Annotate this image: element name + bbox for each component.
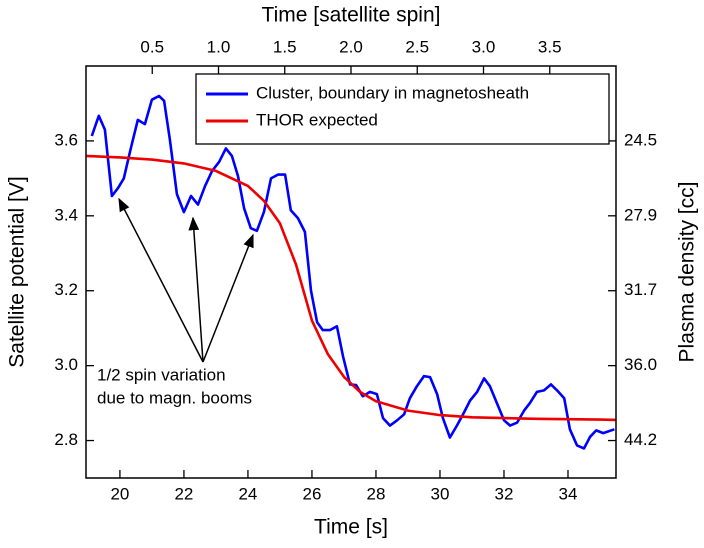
x-tick-label: 34	[559, 484, 578, 503]
x2-tick-label: 3.5	[538, 37, 562, 56]
y-tick-label: 2.8	[54, 430, 78, 449]
x2-tick-label: 3.0	[472, 37, 496, 56]
x2-tick-label: 2.0	[339, 37, 363, 56]
y-tick-label: 3.6	[54, 130, 78, 149]
y2-axis-title: Plasma density [cc]	[676, 182, 699, 363]
legend-box	[195, 73, 610, 145]
y-axis-title: Satellite potential [V]	[6, 176, 29, 367]
top-axis-title: Time [satellite spin]	[262, 4, 441, 27]
x2-tick-label: 1.0	[207, 37, 231, 56]
y2-tick-label: 24.5	[624, 130, 657, 149]
x-tick-label: 30	[431, 484, 450, 503]
x-tick-label: 20	[110, 484, 129, 503]
y-tick-label: 3.2	[54, 280, 78, 299]
y-tick-label: 3.0	[54, 355, 78, 374]
annotation-arrows	[118, 197, 254, 363]
x-axis-title: Time [s]	[314, 516, 388, 539]
annotation: due to magn. booms	[97, 388, 252, 407]
y-tick-label: 3.4	[54, 205, 78, 224]
x2-tick-label: 0.5	[140, 37, 164, 56]
x-tick-label: 28	[367, 484, 386, 503]
y2-tick-label: 36.0	[624, 355, 657, 374]
legend-label: Cluster, boundary in magnetosheath	[256, 83, 529, 102]
y2-tick-label: 31.7	[624, 280, 657, 299]
plot-frame	[85, 65, 617, 479]
x-tick-label: 32	[495, 484, 514, 503]
y2-tick-label: 44.2	[624, 430, 657, 449]
x2-tick-label: 2.5	[405, 37, 429, 56]
x-tick-label: 24	[238, 484, 257, 503]
x-tick-label: 22	[174, 484, 193, 503]
y2-tick-label: 27.9	[624, 205, 657, 224]
series-line	[85, 154, 617, 422]
annotation: 1/2 spin variation	[97, 365, 226, 384]
series-line	[90, 94, 615, 450]
x2-tick-label: 1.5	[273, 37, 297, 56]
legend-label: THOR expected	[256, 110, 378, 129]
x-tick-label: 26	[302, 484, 321, 503]
